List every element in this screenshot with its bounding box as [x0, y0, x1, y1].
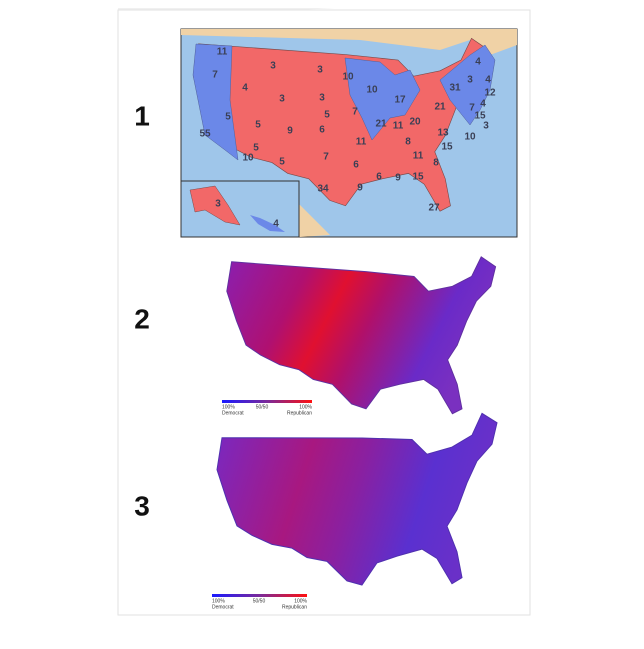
legend-left-bottom: Democrat	[212, 604, 234, 610]
northeast-blue	[439, 44, 496, 126]
electoral-vote-count: 9	[357, 183, 363, 194]
electoral-vote-count: 15	[474, 111, 486, 122]
electoral-vote-count: 9	[395, 173, 401, 184]
legend-middle: 50/50	[256, 404, 269, 410]
legend-bar	[212, 594, 307, 597]
legend-left-top: 100%	[212, 598, 225, 604]
electoral-vote-count: 8	[405, 137, 411, 148]
legend-right-bottom: Republican	[282, 604, 307, 610]
legend-labels: 100% Democrat 50/50 100% Republican 100%…	[212, 404, 313, 610]
electoral-vote-count: 21	[434, 102, 446, 113]
panel-number: 3	[134, 490, 150, 521]
legend-right-top: 100%	[299, 404, 312, 410]
electoral-vote-count: 5	[253, 143, 259, 154]
electoral-vote-count: 55	[199, 129, 211, 140]
electoral-vote-count: 3	[317, 65, 323, 76]
electoral-vote-count: 5	[279, 157, 285, 168]
electoral-vote-count: 8	[433, 158, 439, 169]
electoral-vote-count: 7	[352, 107, 358, 118]
electoral-vote-count: 15	[441, 142, 453, 153]
electoral-vote-count: 15	[412, 172, 424, 183]
legend-right-top: 100%	[294, 598, 307, 604]
electoral-vote-count: 5	[324, 110, 330, 121]
electoral-vote-count: 31	[449, 83, 461, 94]
electoral-vote-count: 4	[273, 219, 279, 230]
electoral-vote-count: 11	[413, 151, 424, 162]
electoral-vote-count: 34	[317, 184, 329, 195]
electoral-vote-count: 5	[225, 112, 231, 123]
electoral-vote-count: 7	[323, 152, 329, 163]
electoral-vote-count: 11	[356, 137, 367, 148]
legend-middle: 50/50	[253, 598, 266, 604]
electoral-vote-count: 3	[279, 94, 285, 105]
electoral-vote-count: 4	[480, 99, 486, 110]
electoral-vote-count: 3	[319, 93, 325, 104]
electoral-vote-count: 6	[376, 172, 382, 183]
legend-left-top: 100%	[222, 404, 235, 410]
electoral-vote-count: 5	[255, 120, 261, 131]
electoral-vote-count: 6	[353, 160, 359, 171]
electoral-vote-count: 4	[475, 57, 481, 68]
panel-number: 1	[134, 100, 150, 131]
electoral-vote-count: 11	[217, 47, 228, 58]
electoral-vote-count: 4	[242, 83, 248, 94]
electoral-vote-count: 21	[375, 119, 387, 130]
electoral-vote-count: 7	[212, 70, 218, 81]
electoral-vote-count: 3	[270, 61, 276, 72]
electoral-vote-count: 11	[393, 121, 404, 132]
electoral-vote-count: 27	[428, 203, 440, 214]
panel-number: 2	[134, 303, 150, 334]
electoral-vote-count: 6	[319, 125, 325, 136]
hawaii	[250, 215, 285, 232]
electoral-vote-count: 7	[469, 103, 475, 114]
electoral-vote-count: 10	[464, 132, 476, 143]
alaska	[189, 185, 241, 226]
electoral-vote-count: 12	[484, 88, 496, 99]
electoral-vote-count: 3	[467, 75, 473, 86]
electoral-vote-count: 17	[394, 95, 406, 106]
legend-left-bottom: Democrat	[222, 410, 244, 416]
legend-bar	[222, 400, 312, 403]
canada	[181, 29, 517, 55]
electoral-vote-count: 13	[437, 128, 449, 139]
electoral-vote-count: 3	[215, 199, 221, 210]
midwest-blue	[344, 57, 421, 141]
legend-right-bottom: Republican	[287, 410, 312, 416]
electoral-vote-count: 3	[483, 121, 489, 132]
county-map	[222, 256, 497, 415]
electoral-vote-count: 9	[287, 126, 293, 137]
west-coast-blue	[192, 43, 239, 161]
electoral-vote-count: 10	[342, 72, 354, 83]
electoral-vote-count: 10	[242, 153, 254, 164]
cartogram-map	[212, 411, 498, 602]
electoral-vote-count: 4	[485, 75, 491, 86]
electoral-vote-count: 10	[366, 85, 378, 96]
electoral-vote-count: 20	[409, 117, 421, 128]
